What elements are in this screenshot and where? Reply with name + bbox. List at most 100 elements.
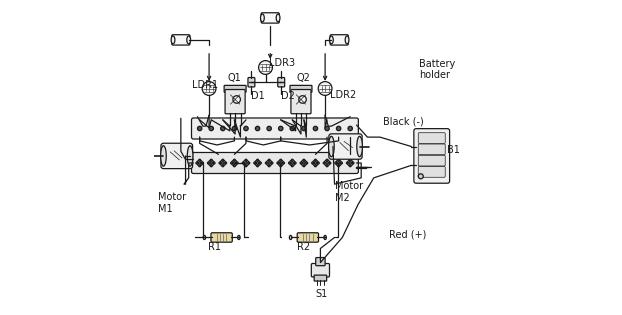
FancyBboxPatch shape (330, 35, 348, 45)
Circle shape (279, 162, 282, 164)
Circle shape (268, 159, 270, 161)
Circle shape (335, 162, 337, 164)
Text: LDR2: LDR2 (330, 90, 356, 100)
Circle shape (323, 162, 325, 164)
Circle shape (213, 162, 215, 164)
Circle shape (236, 162, 238, 164)
Circle shape (244, 162, 247, 164)
FancyBboxPatch shape (414, 129, 450, 183)
Ellipse shape (345, 36, 349, 44)
Circle shape (231, 162, 233, 164)
Circle shape (222, 159, 224, 161)
FancyBboxPatch shape (192, 118, 358, 139)
Circle shape (336, 160, 341, 166)
Circle shape (289, 160, 295, 166)
Circle shape (266, 162, 267, 164)
Circle shape (245, 165, 247, 167)
Text: Q1: Q1 (228, 72, 241, 83)
Circle shape (350, 159, 351, 161)
Circle shape (220, 160, 226, 166)
Circle shape (197, 126, 202, 131)
Circle shape (243, 160, 249, 166)
Circle shape (219, 162, 221, 164)
Circle shape (324, 160, 330, 166)
Circle shape (256, 126, 260, 131)
Ellipse shape (328, 136, 334, 157)
Circle shape (257, 159, 259, 161)
Circle shape (209, 126, 213, 131)
Circle shape (233, 165, 235, 167)
Circle shape (299, 96, 306, 103)
Text: Q2: Q2 (297, 72, 311, 83)
FancyBboxPatch shape (418, 133, 445, 143)
Circle shape (277, 162, 279, 164)
FancyBboxPatch shape (418, 144, 445, 155)
Circle shape (289, 162, 290, 164)
Circle shape (202, 162, 203, 164)
Ellipse shape (203, 235, 206, 239)
FancyBboxPatch shape (278, 77, 285, 87)
Circle shape (244, 126, 248, 131)
Text: Motor
M2: Motor M2 (335, 181, 363, 203)
Circle shape (248, 162, 250, 164)
Circle shape (256, 162, 259, 164)
Circle shape (254, 162, 256, 164)
Ellipse shape (276, 14, 280, 22)
Circle shape (233, 162, 236, 164)
FancyBboxPatch shape (312, 264, 330, 277)
Text: LDR3: LDR3 (269, 58, 295, 68)
Ellipse shape (187, 36, 190, 44)
FancyBboxPatch shape (225, 89, 245, 114)
Circle shape (302, 126, 306, 131)
Circle shape (290, 126, 294, 131)
Circle shape (266, 160, 272, 166)
FancyBboxPatch shape (161, 143, 193, 169)
Circle shape (232, 126, 236, 131)
Circle shape (279, 126, 283, 131)
Circle shape (278, 160, 284, 166)
Circle shape (282, 162, 284, 164)
Circle shape (280, 165, 282, 167)
FancyBboxPatch shape (418, 167, 445, 177)
Circle shape (312, 162, 313, 164)
Circle shape (259, 162, 261, 164)
Circle shape (291, 159, 293, 161)
Ellipse shape (289, 235, 292, 239)
Circle shape (268, 162, 271, 164)
Circle shape (350, 165, 351, 167)
Text: Battery
holder: Battery holder (419, 59, 455, 81)
Circle shape (303, 162, 305, 164)
Circle shape (245, 159, 247, 161)
Circle shape (300, 162, 302, 164)
FancyBboxPatch shape (290, 85, 312, 92)
Text: Red (+): Red (+) (389, 229, 427, 239)
FancyBboxPatch shape (291, 89, 311, 114)
Circle shape (210, 162, 213, 164)
Ellipse shape (171, 36, 175, 44)
Text: D2: D2 (281, 91, 295, 101)
Text: Motor
M1: Motor M1 (158, 192, 186, 214)
Circle shape (221, 162, 224, 164)
Circle shape (291, 162, 294, 164)
FancyBboxPatch shape (192, 152, 358, 174)
Circle shape (267, 126, 271, 131)
Circle shape (349, 162, 351, 164)
FancyBboxPatch shape (172, 35, 190, 45)
Ellipse shape (261, 14, 264, 22)
Circle shape (208, 162, 210, 164)
FancyBboxPatch shape (297, 233, 318, 242)
Circle shape (326, 159, 328, 161)
Circle shape (268, 165, 270, 167)
Circle shape (222, 165, 224, 167)
Circle shape (208, 160, 214, 166)
Circle shape (325, 126, 329, 131)
FancyBboxPatch shape (418, 155, 445, 166)
Circle shape (280, 159, 282, 161)
Circle shape (340, 162, 342, 164)
Circle shape (315, 165, 317, 167)
Circle shape (306, 162, 308, 164)
Circle shape (233, 159, 235, 161)
Circle shape (198, 159, 201, 161)
Circle shape (313, 160, 318, 166)
Circle shape (303, 165, 305, 167)
